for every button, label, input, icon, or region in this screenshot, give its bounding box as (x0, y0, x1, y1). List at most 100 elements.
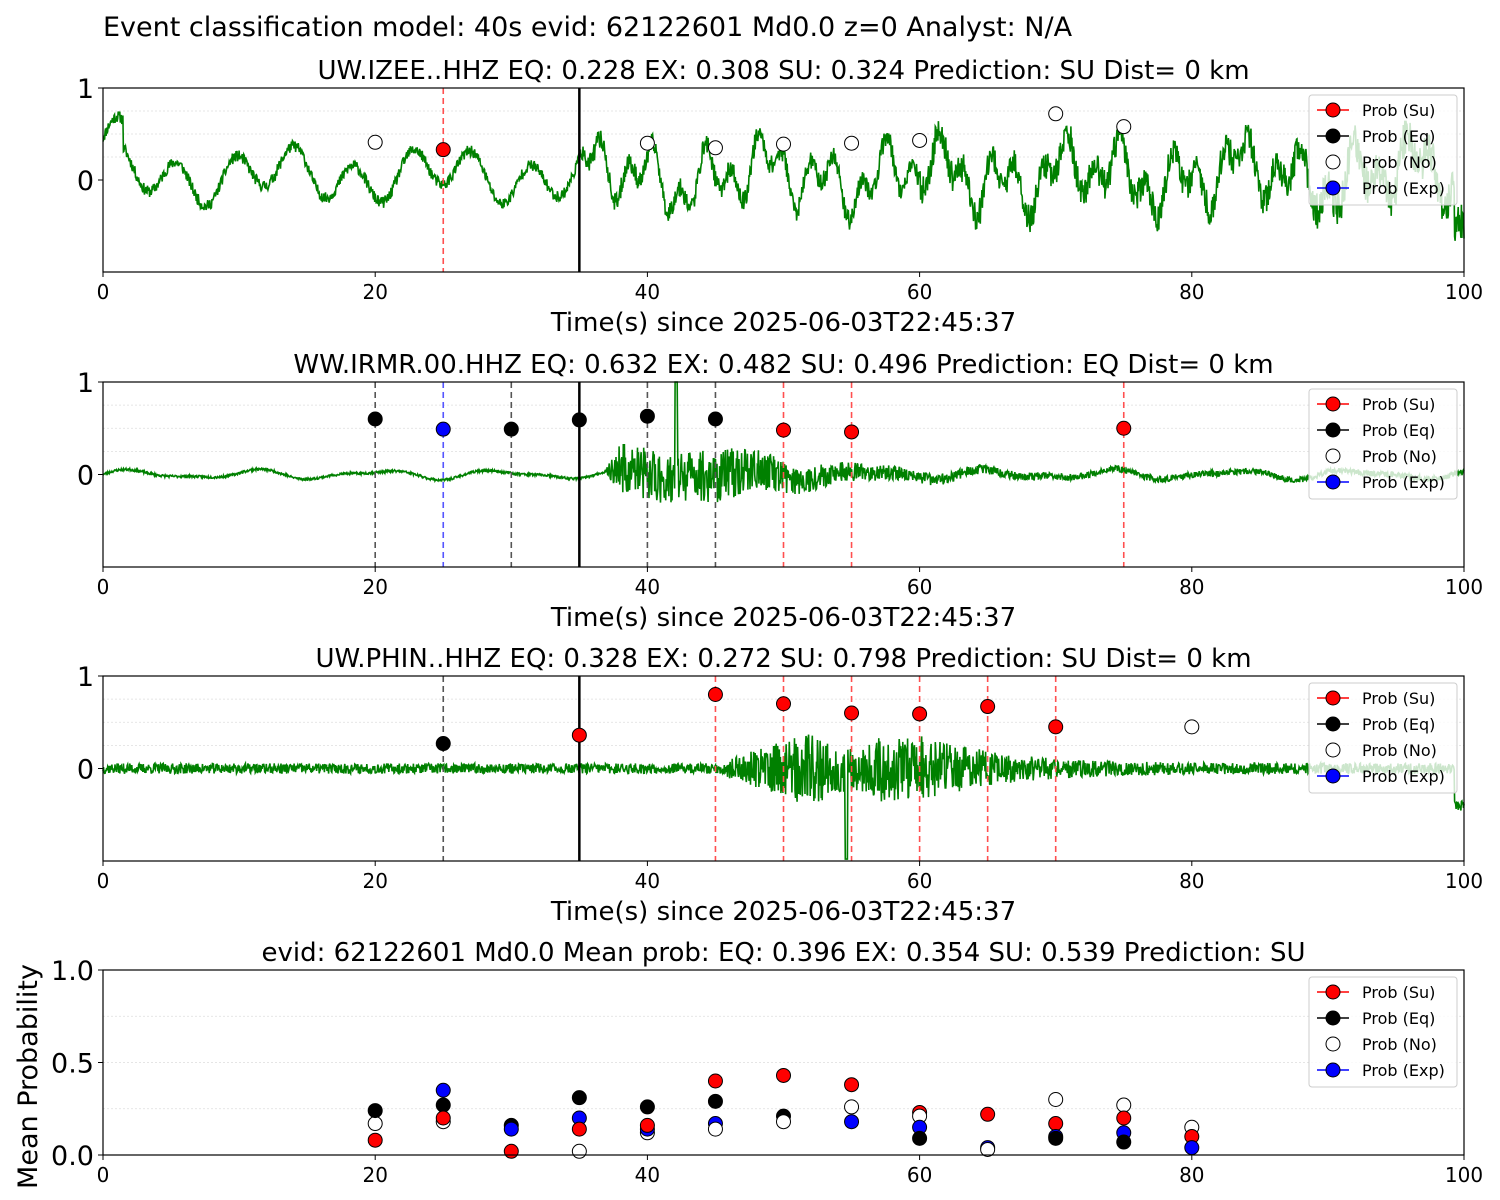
data-point-exp-6 (435, 1082, 451, 1098)
data-point-exp-1 (435, 421, 451, 437)
data-point-su-32 (980, 1106, 996, 1122)
data-point-no-2 (639, 135, 655, 151)
legend-marker-eq (1325, 128, 1341, 144)
data-point-no-34 (980, 1141, 996, 1157)
data-point-eq-0 (435, 736, 451, 752)
subplot-title: UW.IZEE..HHZ EQ: 0.228 EX: 0.308 SU: 0.3… (317, 56, 1249, 86)
legend-box (1308, 388, 1458, 500)
data-point-no-3 (707, 140, 723, 156)
x-tick-label: 20 (362, 1163, 387, 1187)
data-point-su-2 (367, 1132, 383, 1148)
x-tick-label: 40 (635, 1163, 660, 1187)
data-point-su-1 (435, 142, 451, 158)
data-point-eq-0 (367, 411, 383, 427)
data-point-eq-1 (367, 1103, 383, 1119)
waveform-trace (102, 111, 1465, 241)
data-point-no-7 (1048, 106, 1064, 122)
subplot-title: evid: 62122601 Md0.0 Mean prob: EQ: 0.39… (262, 938, 1306, 968)
data-point-exp-27 (844, 1114, 860, 1130)
x-tick-label: 100 (1445, 1163, 1483, 1187)
y-tick-label: 0.0 (51, 1141, 94, 1172)
legend: Prob (Su) Prob (Eq) Prob (No) Prob (Exp) (1308, 94, 1458, 206)
legend-label: Prob (Su) (1362, 983, 1435, 1002)
data-point-su-6 (980, 699, 996, 715)
x-tick-label: 60 (907, 575, 932, 599)
legend-label: Prob (Exp) (1362, 179, 1445, 198)
x-tick-label: 100 (1445, 575, 1483, 599)
subplot-2: 0 20 40 60 80 100 1 0 WW.IRMR.00.HHZ EQ: 0.632 E… (77, 350, 1483, 633)
data-point-no-4 (776, 136, 791, 152)
data-point-no-8 (1184, 719, 1200, 735)
y-tick-label: 1.0 (51, 956, 94, 987)
data-point-eq-42 (1116, 1134, 1132, 1150)
legend-label: Prob (Exp) (1362, 767, 1445, 786)
data-point-su-12 (571, 1121, 587, 1137)
subplot-title: UW.PHIN..HHZ EQ: 0.328 EX: 0.272 SU: 0.7… (315, 644, 1251, 674)
x-tick-label: 0 (97, 869, 110, 893)
data-point-eq-4 (435, 1097, 451, 1113)
data-point-no-35 (1048, 1092, 1064, 1107)
x-axis-label: Time(s) since 2025-06-03T22:45:37 (550, 603, 1016, 633)
data-point-exp-8 (503, 1121, 519, 1137)
legend-marker-eq (1325, 1010, 1341, 1026)
x-tick-label: 40 (635, 869, 660, 893)
legend-label: Prob (No) (1362, 153, 1437, 172)
x-tick-label: 80 (1179, 280, 1204, 304)
legend-marker-no (1325, 1036, 1341, 1052)
data-point-su-22 (776, 1067, 791, 1083)
legend-box (1308, 976, 1458, 1088)
x-tick-label: 20 (362, 575, 387, 599)
legend-label: Prob (Su) (1362, 101, 1435, 120)
x-tick-label: 60 (907, 280, 932, 304)
data-point-su-1 (571, 727, 587, 743)
data-point-eq-4 (639, 408, 655, 424)
legend-label: Prob (Eq) (1362, 421, 1435, 440)
subplot-1: 0 20 40 60 80 100 1 0 UW.IZEE..HHZ EQ: 0.228 EX:… (77, 56, 1483, 338)
legend: Prob (Su) Prob (Eq) Prob (No) Prob (Exp) (1308, 388, 1458, 500)
legend-marker-su (1325, 396, 1341, 412)
legend-label: Prob (Eq) (1362, 127, 1435, 146)
x-tick-label: 40 (635, 280, 660, 304)
data-point-eq-31 (912, 1130, 928, 1146)
data-point-eq-2 (503, 421, 519, 437)
x-tick-label: 80 (1179, 575, 1204, 599)
legend-marker-no (1325, 154, 1341, 170)
subplot-title: WW.IRMR.00.HHZ EQ: 0.632 EX: 0.482 SU: 0… (293, 350, 1273, 380)
data-point-su-5 (435, 1110, 451, 1126)
x-tick-label: 100 (1445, 280, 1483, 304)
legend-marker-exp (1325, 474, 1341, 490)
legend-label: Prob (Eq) (1362, 715, 1435, 734)
data-point-su-7 (1048, 719, 1064, 735)
x-tick-label: 20 (362, 869, 387, 893)
data-point-su-3 (776, 696, 791, 712)
data-point-no-5 (844, 135, 860, 151)
legend-label: Prob (No) (1362, 741, 1437, 760)
data-point-no-0 (367, 134, 383, 150)
subplot-3: 0 20 40 60 80 100 1 0 UW.PHIN..HHZ EQ: 0.328 EX:… (77, 644, 1483, 927)
legend-marker-eq (1325, 716, 1341, 732)
x-tick-label: 40 (635, 575, 660, 599)
y-tick-label: 1 (77, 74, 94, 105)
data-point-su-6 (776, 422, 791, 438)
legend-marker-su (1325, 690, 1341, 706)
x-tick-label: 0 (97, 1163, 110, 1187)
legend: Prob (Su) Prob (Eq) Prob (No) Prob (Exp) (1308, 682, 1458, 794)
data-point-su-7 (844, 424, 860, 440)
legend-marker-exp (1325, 1062, 1341, 1078)
figure-suptitle: Event classification model: 40s evid: 62… (103, 12, 1073, 43)
x-tick-label: 0 (97, 575, 110, 599)
x-tick-label: 60 (907, 1163, 932, 1187)
y-tick-label: 0 (77, 166, 94, 197)
y-tick-label: 0 (77, 755, 94, 786)
x-tick-label: 100 (1445, 869, 1483, 893)
data-point-su-18 (707, 1073, 723, 1089)
data-point-su-9 (503, 1143, 519, 1159)
legend-box (1308, 682, 1458, 794)
subplot-4: 0 20 40 60 80 100 1.0 0.5 0.0 evid: 62122601 Md0.… (13, 938, 1483, 1189)
x-tick-label: 20 (362, 280, 387, 304)
data-point-su-5 (912, 706, 928, 722)
x-axis-label: Time(s) since 2025-06-03T22:45:37 (550, 897, 1016, 927)
data-point-no-13 (571, 1143, 587, 1159)
legend-marker-eq (1325, 422, 1341, 438)
